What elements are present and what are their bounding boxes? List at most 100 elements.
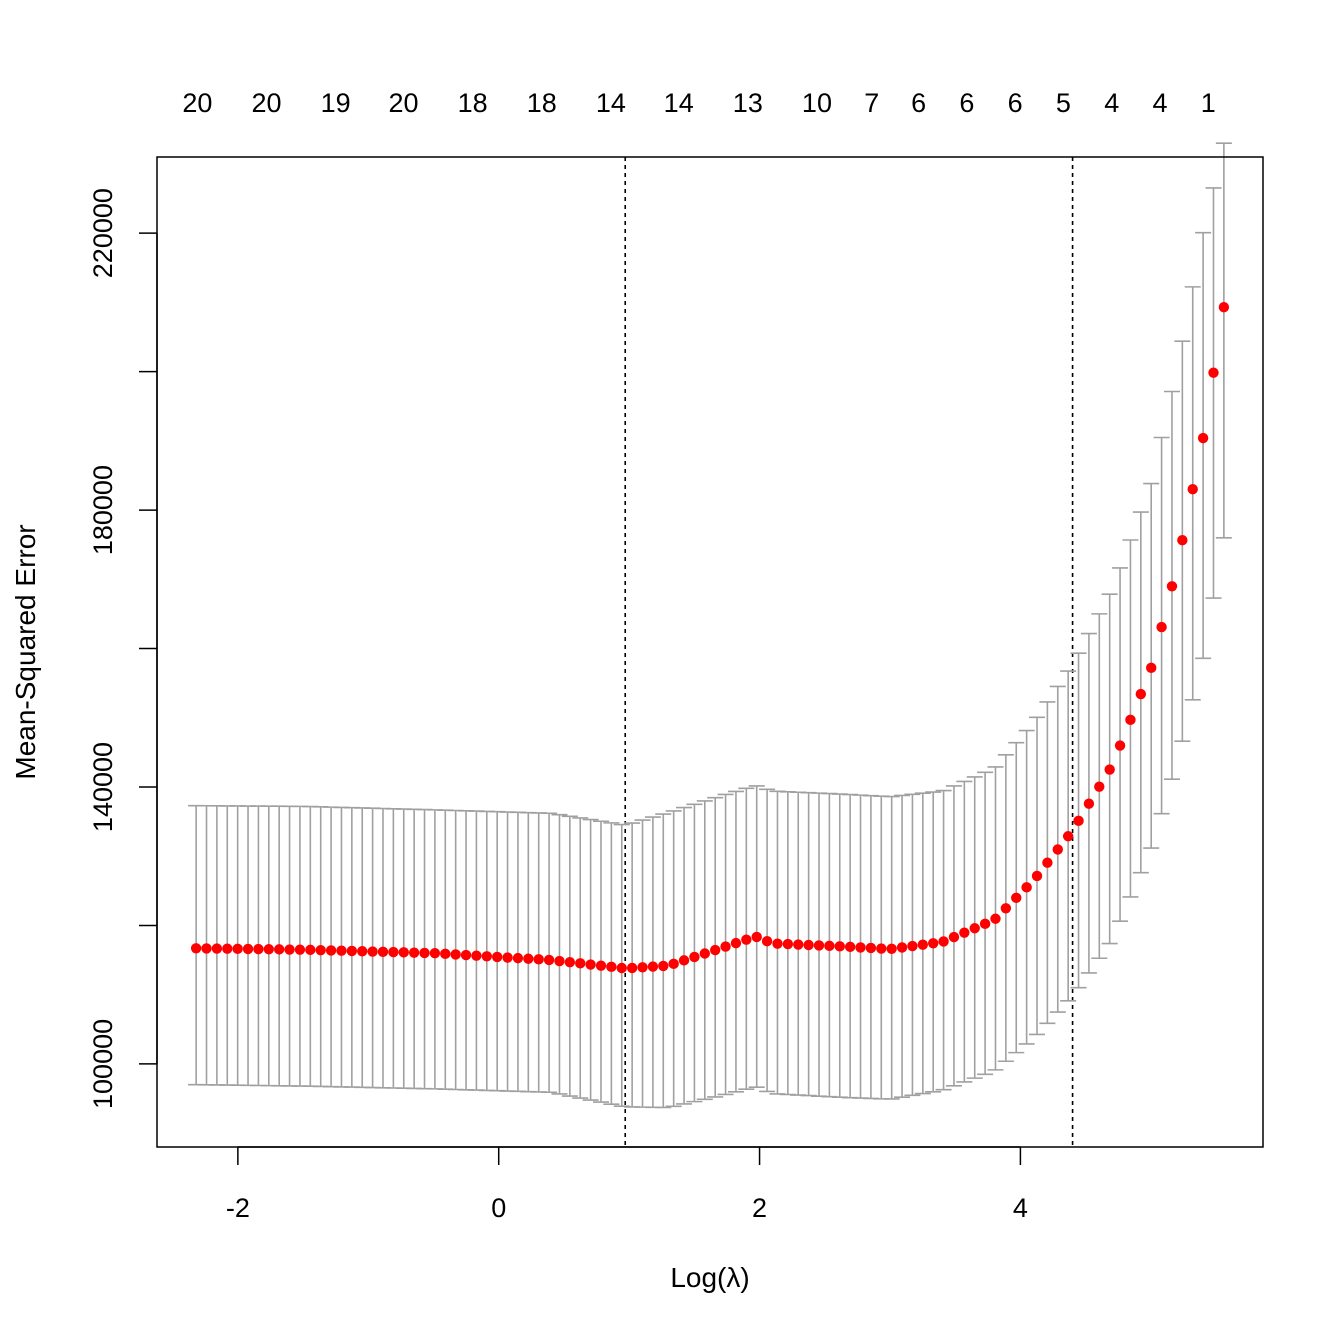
mse-point [471,950,482,961]
mse-point [948,931,960,943]
mse-point [429,948,441,959]
top-count-label: 19 [321,88,351,118]
top-count-label: 20 [252,88,282,118]
y-tick-label: 180000 [88,465,118,555]
mse-point [1166,581,1178,592]
x-tick-label: 2 [752,1193,767,1223]
error-bar [572,817,589,1099]
top-count-label: 6 [1008,88,1023,118]
mse-point [876,943,887,954]
error-bar [551,813,568,1095]
mse-point [315,944,326,956]
x-axis-title: Log(λ) [670,1262,749,1293]
mse-point [1000,903,1012,914]
mse-point [346,945,358,957]
error-bar [1205,187,1222,599]
top-count-label: 14 [664,88,694,118]
mse-point [284,944,295,955]
mse-point [678,955,690,966]
top-count-label: 14 [596,88,626,118]
mse-point [336,945,347,956]
mse-point [388,946,399,958]
mse-point [938,936,949,947]
mse-point [626,962,638,974]
top-count-label: 4 [1152,88,1167,118]
mse-point [398,947,409,958]
mse-point [481,951,493,962]
mse-point [990,913,1001,924]
top-count-label: 5 [1056,88,1071,118]
mse-point [1187,484,1198,495]
mse-point [1218,302,1230,313]
y-axis: 100000 140000 180000 220000 [88,188,158,1109]
mse-point [502,952,513,963]
mse-point [907,940,918,952]
error-bar [478,810,495,1092]
mse-point [419,947,430,959]
error-bar [541,812,558,1094]
mse-point [523,953,534,964]
mse-point [813,940,825,951]
error-bar [1195,231,1212,660]
mse-point [927,938,939,949]
mse-point [1208,367,1219,378]
mse-point [377,946,389,958]
top-count-label: 4 [1104,88,1119,118]
plot-frame [156,156,1264,1148]
top-axis-nonzero-counts: 20 20 19 20 18 18 14 14 13 10 7 6 6 6 5 4 4 1 [182,88,1215,118]
mse-point [1104,764,1115,775]
mse-point [793,939,804,950]
mse-point [1156,621,1167,633]
mse-point [512,952,524,964]
mse-point [886,943,897,954]
mse-point [647,961,659,972]
mse-point [824,940,835,952]
mse-point [979,918,991,930]
mse-points [190,302,1230,974]
mse-point [1094,781,1105,792]
mse-point [741,934,752,945]
mse-point [211,943,223,954]
mse-point [201,943,212,954]
error-bar [561,815,578,1097]
top-count-label: 13 [733,88,763,118]
mse-point [730,937,742,949]
mse-point [699,948,711,959]
mse-point [554,955,565,967]
top-count-label: 6 [959,88,974,118]
x-tick-label: 0 [491,1193,506,1223]
mse-point [844,941,856,953]
mse-point [1073,815,1084,827]
mse-point [367,946,378,957]
mse-point [564,956,576,968]
mse-point [190,943,202,954]
mse-point [450,949,461,960]
mse-point [585,959,596,970]
mse-point [959,927,970,938]
top-count-label: 18 [458,88,488,118]
top-count-label: 10 [802,88,832,118]
y-tick-label: 100000 [88,1019,118,1109]
y-axis-title: Mean-Squared Error [10,524,41,779]
mse-point [305,944,316,956]
top-count-label: 20 [388,88,418,118]
mse-point [232,943,243,955]
error-bar [530,812,547,1093]
error-bar [499,811,516,1092]
mse-point [1031,870,1043,882]
top-count-label: 7 [864,88,879,118]
mse-point [761,936,773,947]
mse-point [1011,892,1022,904]
mse-point [865,942,877,954]
mse-point [242,943,254,955]
mse-point [917,939,929,950]
error-bar [489,810,506,1092]
error-bar [520,811,537,1093]
mse-point [460,949,472,961]
mse-point [294,944,306,955]
mse-point [616,962,627,974]
mse-point [709,944,721,956]
mse-point [834,941,845,952]
mse-point [772,938,783,949]
